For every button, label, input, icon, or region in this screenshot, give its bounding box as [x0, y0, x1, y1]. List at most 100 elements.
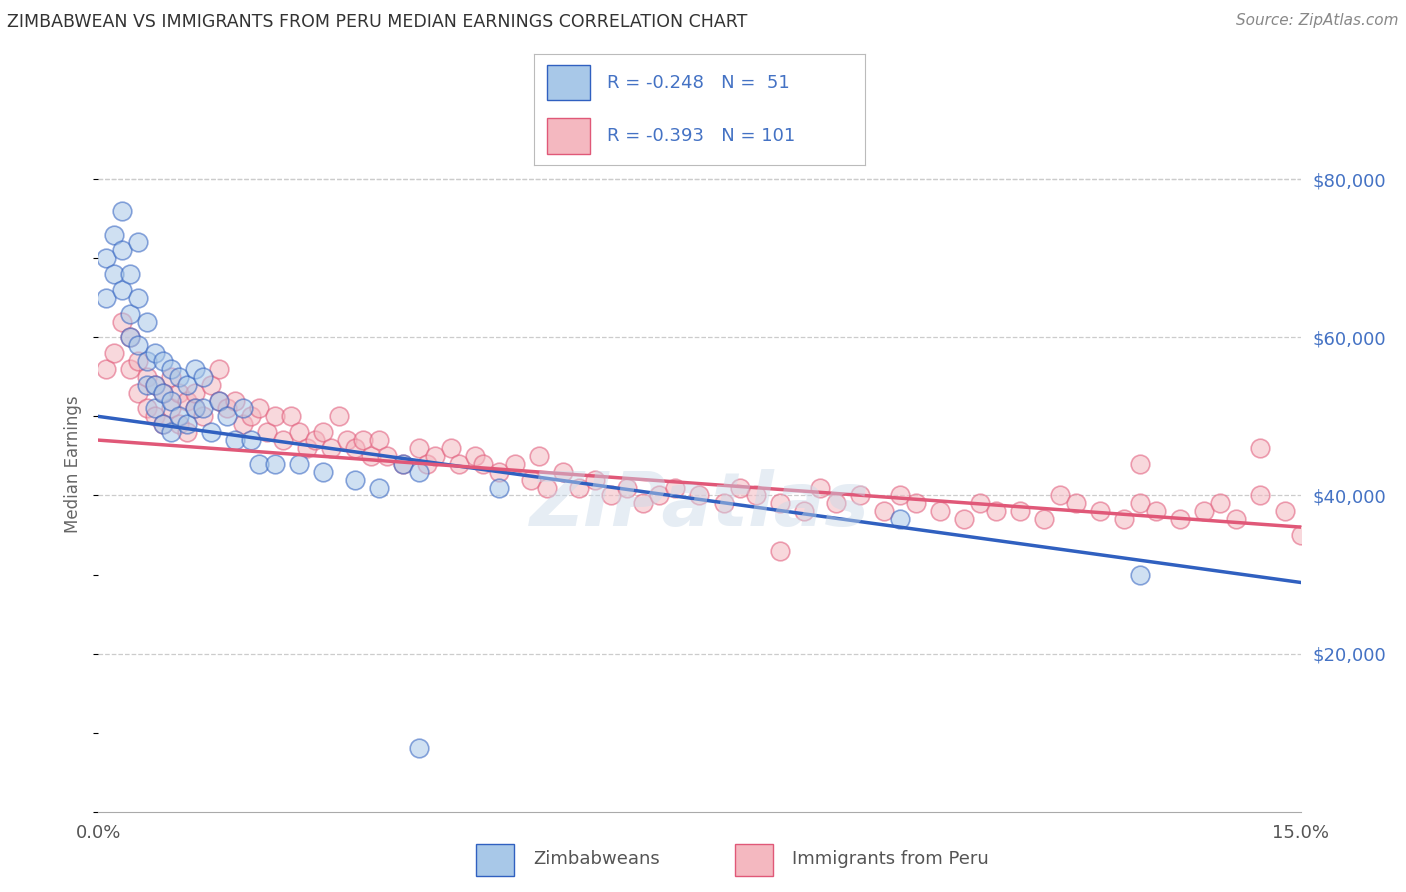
Point [889, 512, 911, 526]
Point [111, 283, 134, 297]
Point [713, 496, 735, 510]
Point [159, 425, 181, 440]
Point [312, 465, 335, 479]
Point [1250, 488, 1272, 502]
Point [239, 409, 262, 424]
Point [1010, 504, 1032, 518]
Point [1250, 441, 1272, 455]
Point [232, 417, 254, 432]
Point [440, 441, 463, 455]
Point [143, 409, 166, 424]
Point [215, 401, 238, 416]
Point [368, 481, 391, 495]
Point [167, 417, 190, 432]
Point [96, 252, 118, 266]
Point [312, 425, 335, 440]
Point [128, 354, 150, 368]
Point [529, 449, 551, 463]
Text: Source: ZipAtlas.com: Source: ZipAtlas.com [1236, 13, 1399, 29]
Point [368, 433, 391, 447]
Point [288, 457, 311, 471]
Point [208, 393, 231, 408]
Point [1209, 496, 1232, 510]
Point [159, 370, 181, 384]
Point [271, 433, 294, 447]
Point [152, 417, 174, 432]
Point [152, 417, 174, 432]
Point [191, 409, 214, 424]
Text: ZIPatlas: ZIPatlas [530, 469, 869, 542]
Point [239, 433, 262, 447]
Point [408, 441, 430, 455]
Point [520, 473, 543, 487]
Text: R = -0.393   N = 101: R = -0.393 N = 101 [607, 127, 796, 145]
Point [128, 385, 150, 400]
Point [1088, 504, 1111, 518]
Point [536, 481, 558, 495]
Point [408, 465, 430, 479]
Point [304, 433, 326, 447]
Point [176, 425, 198, 440]
Point [416, 457, 439, 471]
Point [152, 385, 174, 400]
Point [143, 377, 166, 392]
Point [152, 385, 174, 400]
Point [1049, 488, 1071, 502]
Point [728, 481, 751, 495]
Point [969, 496, 991, 510]
Point [953, 512, 976, 526]
Point [176, 377, 198, 392]
Point [128, 338, 150, 352]
Point [120, 330, 142, 344]
Point [488, 481, 510, 495]
Point [103, 346, 125, 360]
Point [152, 354, 174, 368]
Point [176, 417, 198, 432]
FancyBboxPatch shape [547, 119, 591, 154]
Point [111, 314, 134, 328]
Point [183, 401, 205, 416]
Point [176, 393, 198, 408]
Point [648, 488, 671, 502]
Point [183, 401, 205, 416]
Point [1114, 512, 1136, 526]
Point [224, 393, 246, 408]
Point [1129, 567, 1152, 582]
Point [873, 504, 896, 518]
Point [159, 362, 181, 376]
Text: R = -0.248   N =  51: R = -0.248 N = 51 [607, 73, 790, 92]
FancyBboxPatch shape [547, 65, 591, 101]
Point [408, 741, 430, 756]
Point [135, 370, 157, 384]
Point [447, 457, 470, 471]
Text: Immigrants from Peru: Immigrants from Peru [793, 849, 988, 868]
Point [472, 457, 495, 471]
Point [929, 504, 952, 518]
Point [96, 291, 118, 305]
Point [247, 401, 270, 416]
Point [208, 362, 231, 376]
Point [375, 449, 398, 463]
Point [984, 504, 1007, 518]
Point [328, 409, 350, 424]
Point [904, 496, 927, 510]
Point [1144, 504, 1167, 518]
Point [808, 481, 831, 495]
Point [824, 496, 846, 510]
Point [769, 544, 792, 558]
Point [183, 362, 205, 376]
Point [1129, 457, 1152, 471]
Point [191, 401, 214, 416]
Point [263, 409, 285, 424]
Point [319, 441, 342, 455]
Y-axis label: Median Earnings: Median Earnings [65, 395, 83, 533]
Point [849, 488, 872, 502]
Point [616, 481, 638, 495]
Point [793, 504, 815, 518]
Point [143, 346, 166, 360]
Point [159, 393, 181, 408]
Point [1064, 496, 1087, 510]
Point [295, 441, 318, 455]
Point [111, 203, 134, 218]
Point [343, 473, 366, 487]
